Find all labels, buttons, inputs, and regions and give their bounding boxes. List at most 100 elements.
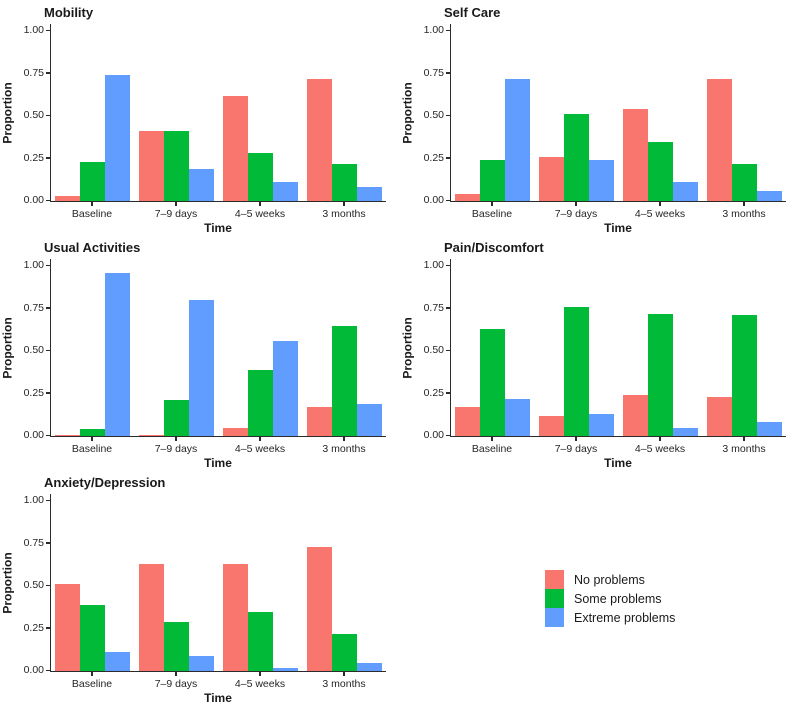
x-tick-mark <box>175 672 177 676</box>
chart-panel-self-care: Self Care Proportion 0.00 0.25 0.50 0.75 1.0… <box>400 0 800 235</box>
x-axis-title: Time <box>204 691 232 705</box>
x-tick-7-9-days: 7–9 days <box>134 202 218 220</box>
y-tick-label: 0.00 <box>23 429 44 441</box>
y-tick-mark <box>46 29 50 31</box>
bar-extreme-problems <box>105 652 131 671</box>
x-tick-mark <box>575 437 577 441</box>
chart-body: Proportion 0.00 0.25 0.50 0.75 1.00 <box>400 259 800 441</box>
bar-no-problems <box>706 396 732 436</box>
x-tick-baseline: Baseline <box>50 672 134 690</box>
bar-extreme-problems <box>589 413 615 436</box>
bar-group-7-9-days <box>135 494 219 671</box>
y-tick-label: 0.75 <box>23 301 44 314</box>
bar-some-problems <box>164 621 190 671</box>
x-tick-4-5-weeks: 4–5 weeks <box>218 672 302 690</box>
x-tick-mark <box>91 202 93 206</box>
x-tick-label: 3 months <box>722 208 766 220</box>
bar-extreme-problems <box>189 655 215 671</box>
bar-group-4-5-weeks <box>219 494 303 671</box>
bar-no-problems <box>306 546 332 671</box>
x-tick-label: 4–5 weeks <box>634 443 686 455</box>
legend-item-extreme-problems: Extreme problems <box>545 608 675 627</box>
bar-group-7-9-days <box>135 24 219 201</box>
y-tick-mark <box>446 349 450 351</box>
bar-some-problems <box>731 163 757 201</box>
x-tick-4-5-weeks: 4–5 weeks <box>618 202 702 220</box>
bar-some-problems <box>564 114 590 201</box>
x-tick-3-months: 3 months <box>702 202 786 220</box>
y-tick-mark <box>46 392 50 394</box>
x-tick-7-9-days: 7–9 days <box>134 437 218 455</box>
x-tick-4-5-weeks: 4–5 weeks <box>218 202 302 220</box>
x-tick-mark <box>91 437 93 441</box>
bar-no-problems <box>539 156 565 201</box>
bar-group-3-months <box>302 259 386 436</box>
bar-no-problems <box>222 95 248 201</box>
y-axis-title-text: Proportion <box>401 317 416 379</box>
x-tick-mark <box>743 437 745 441</box>
y-tick-label: 0.25 <box>23 151 44 164</box>
bar-some-problems <box>331 325 357 436</box>
bar-some-problems <box>480 160 506 201</box>
bar-some-problems <box>731 315 757 436</box>
y-axis: 0.00 0.25 0.50 0.75 1.00 <box>416 24 450 206</box>
cell-pain-discomfort: Pain/Discomfort Proportion 0.00 0.25 0.50 0… <box>400 235 800 470</box>
x-tick-label: Baseline <box>471 443 513 455</box>
y-axis-title-text: Proportion <box>1 317 16 379</box>
bar-extreme-problems <box>272 182 298 201</box>
bar-no-problems <box>222 563 248 671</box>
bar-no-problems <box>306 78 332 201</box>
bar-group-3-months <box>302 24 386 201</box>
x-tick-mark <box>175 437 177 441</box>
x-tick-label: 4–5 weeks <box>634 208 686 220</box>
bar-extreme-problems <box>505 78 531 201</box>
bar-group-4-5-weeks <box>219 259 303 436</box>
x-axis-title: Time <box>604 221 632 235</box>
x-axis: Baseline 7–9 days 4–5 weeks 3 months <box>50 672 386 690</box>
x-tick-label: 3 months <box>322 678 366 690</box>
legend-item-some-problems: Some problems <box>545 589 675 608</box>
bar-no-problems <box>139 435 165 436</box>
bar-some-problems <box>480 328 506 436</box>
bar-some-problems <box>247 369 273 436</box>
y-axis: 0.00 0.25 0.50 0.75 1.00 <box>16 24 50 206</box>
y-tick-mark <box>46 499 50 501</box>
bar-extreme-problems <box>356 662 382 671</box>
cell-self-care: Self Care Proportion 0.00 0.25 0.50 0.75 1.0… <box>400 0 800 235</box>
legend-swatch-some-problems <box>545 589 564 608</box>
y-tick-mark <box>446 29 450 31</box>
y-tick-mark <box>446 114 450 116</box>
y-tick-label: 0.00 <box>423 194 444 206</box>
y-axis-title: Proportion <box>400 259 416 437</box>
y-axis: 0.00 0.25 0.50 0.75 1.00 <box>416 259 450 441</box>
x-tick-label: Baseline <box>71 208 113 220</box>
chart-body: Proportion 0.00 0.25 0.50 0.75 1.00 <box>0 24 400 206</box>
x-tick-7-9-days: 7–9 days <box>534 437 618 455</box>
bar-group-baseline <box>451 259 535 436</box>
bar-extreme-problems <box>505 398 531 436</box>
x-axis: Baseline 7–9 days 4–5 weeks 3 months <box>50 437 386 455</box>
bar-no-problems <box>622 395 648 436</box>
y-tick-mark <box>446 157 450 159</box>
y-tick-label: 0.25 <box>423 386 444 399</box>
bar-extreme-problems <box>672 427 698 436</box>
bar-no-problems <box>55 584 81 671</box>
bar-some-problems <box>331 163 357 201</box>
y-tick-label: 0.00 <box>23 194 44 206</box>
y-tick-mark <box>446 199 450 201</box>
y-axis-title: Proportion <box>0 24 16 202</box>
bar-no-problems <box>622 109 648 201</box>
bar-group-7-9-days <box>535 259 619 436</box>
x-tick-label: 3 months <box>322 443 366 455</box>
chart-panel-pain-discomfort: Pain/Discomfort Proportion 0.00 0.25 0.50 0… <box>400 235 800 470</box>
bar-extreme-problems <box>756 190 782 201</box>
x-tick-label: 7–9 days <box>554 208 598 220</box>
bar-some-problems <box>164 400 190 436</box>
bar-no-problems <box>539 415 565 436</box>
bar-group-baseline <box>51 24 135 201</box>
bar-some-problems <box>80 429 106 436</box>
y-axis-title: Proportion <box>0 259 16 437</box>
y-tick-label: 1.00 <box>423 24 444 36</box>
y-tick-mark <box>46 584 50 586</box>
